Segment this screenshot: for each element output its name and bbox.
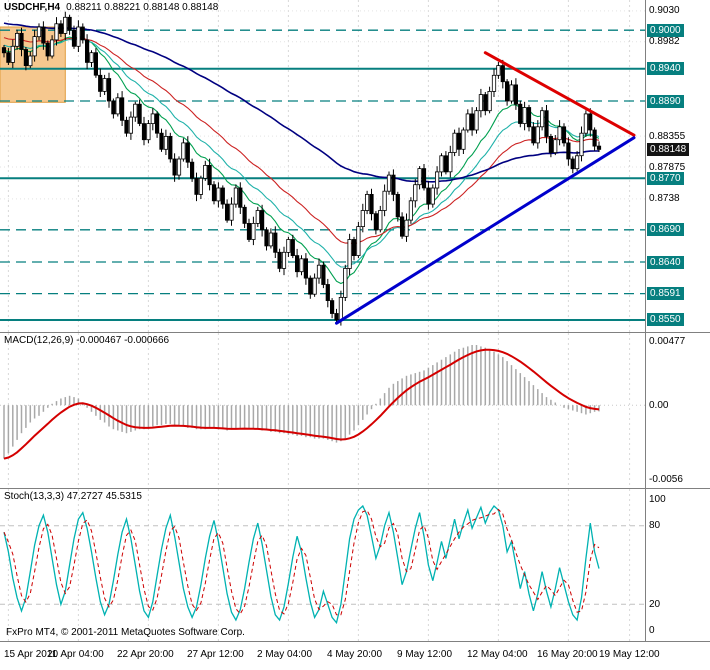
time-axis-label: 20 Apr 04:00 [47, 649, 104, 660]
time-axis[interactable]: 15 Apr 2011 20 Apr 04:00 22 Apr 20:00 27 Ap… [0, 642, 710, 670]
price-axis-label: 0.8890 [647, 95, 684, 108]
price-axis-label: 0.8640 [647, 256, 684, 269]
time-axis-label: 22 Apr 20:00 [117, 649, 174, 660]
stochastic-axis-label: 20 [649, 599, 661, 610]
symbol-period-label: USDCHF,H4 [4, 2, 61, 13]
price-axis-label: 0.88355 [649, 131, 686, 142]
stochastic-axis-label: 80 [649, 520, 661, 531]
time-axis-label: 4 May 20:00 [327, 649, 383, 660]
time-axis-label: 27 Apr 12:00 [187, 649, 244, 660]
current-price-label: 0.88148 [647, 143, 690, 156]
price-axis-label: 0.8550 [647, 313, 684, 326]
stochastic-canvas[interactable] [0, 489, 645, 641]
price-axis-label: 0.8770 [647, 172, 684, 185]
time-axis-label: 15 Apr 2011 [4, 649, 58, 660]
price-axis-label: 0.87875 [649, 162, 686, 173]
time-axis-label: 16 May 20:00 [537, 649, 598, 660]
price-axis-label: 0.9000 [647, 24, 684, 37]
ohlc-readout: 0.88211 0.88221 0.88148 0.88148 [66, 2, 219, 13]
stochastic-axis-label: 0 [649, 625, 655, 636]
stochastic-axis[interactable]: 100 80 20 0 [645, 489, 710, 641]
price-axis-label: 0.8690 [647, 223, 684, 236]
price-axis-label: 0.8982 [649, 36, 680, 47]
stochastic-indicator-panel: Stoch(13,3,3) 47.2727 45.5315 FxPro MT4,… [0, 489, 710, 642]
macd-axis-label: 0.00 [649, 400, 669, 411]
time-axis-label: 2 May 04:00 [257, 649, 313, 660]
time-axis-label: 12 May 04:00 [467, 649, 528, 660]
price-axis-label: 0.9030 [649, 5, 680, 16]
macd-indicator-panel: MACD(12,26,9) -0.000467 -0.000666 0.0047… [0, 333, 710, 489]
price-axis-label: 0.8738 [649, 193, 680, 204]
copyright-label: FxPro MT4, © 2001-2011 MetaQuotes Softwa… [6, 627, 245, 638]
stochastic-label: Stoch(13,3,3) 47.2727 45.5315 [4, 491, 142, 502]
macd-label: MACD(12,26,9) -0.000467 -0.000666 [4, 335, 170, 346]
price-chart-panel: USDCHF,H4 0.88211 0.88221 0.88148 0.88148… [0, 0, 710, 333]
time-axis-label: 9 May 12:00 [397, 649, 453, 660]
price-axis-label: 0.8591 [647, 287, 684, 300]
macd-axis-label: 0.00477 [649, 336, 686, 347]
macd-axis-label: -0.0056 [649, 474, 683, 485]
macd-canvas[interactable] [0, 333, 645, 488]
stochastic-axis-label: 100 [649, 494, 666, 505]
chart-title: USDCHF,H4 0.88211 0.88221 0.88148 0.88148 [4, 2, 218, 13]
macd-axis[interactable]: 0.00477 0.00 -0.0056 [645, 333, 710, 488]
price-chart-canvas[interactable] [0, 0, 645, 332]
price-axis[interactable]: 0.9030 0.9000 0.8982 0.8940 0.8890 0.88355 0.8… [645, 0, 710, 332]
time-axis-label: 19 May 12:00 [599, 649, 660, 660]
price-axis-label: 0.8940 [647, 62, 684, 75]
